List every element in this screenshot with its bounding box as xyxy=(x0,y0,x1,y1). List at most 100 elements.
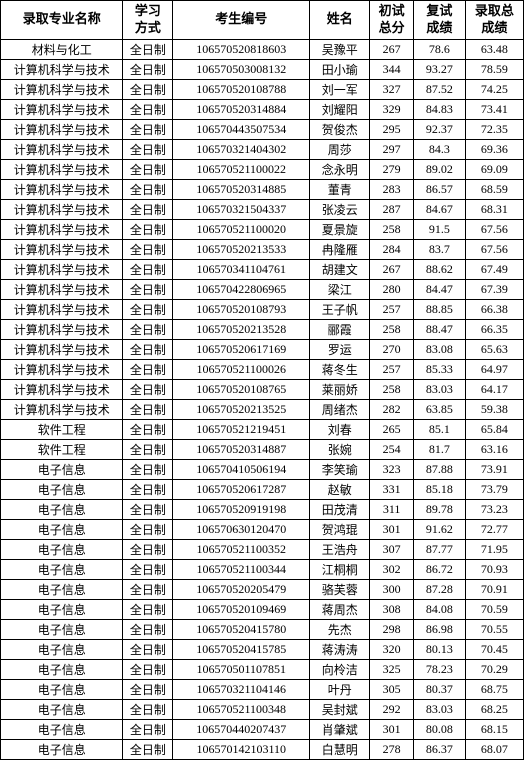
table-cell: 106570503008132 xyxy=(173,59,310,79)
table-cell: 300 xyxy=(370,579,414,599)
table-cell: 258 xyxy=(370,379,414,399)
table-cell: 254 xyxy=(370,439,414,459)
table-header: 录取专业名称 学习方式 考生编号 姓名 初试总分 复试成绩 录取总成绩 xyxy=(1,1,524,40)
table-cell: 307 xyxy=(370,539,414,559)
table-cell: 327 xyxy=(370,79,414,99)
header-score3: 录取总成绩 xyxy=(465,1,523,40)
table-cell: 69.09 xyxy=(465,159,523,179)
table-cell: 84.83 xyxy=(413,99,465,119)
header-name: 姓名 xyxy=(310,1,370,40)
header-major: 录取专业名称 xyxy=(1,1,123,40)
table-cell: 91.62 xyxy=(413,519,465,539)
table-cell: 89.02 xyxy=(413,159,465,179)
table-cell: 蒋冬生 xyxy=(310,359,370,379)
table-cell: 全日制 xyxy=(123,219,173,239)
table-row: 计算机科学与技术全日制106570520108793王子帆25788.8566.… xyxy=(1,299,524,319)
table-row: 计算机科学与技术全日制106570520108765莱丽娇25883.0364.… xyxy=(1,379,524,399)
table-cell: 78.6 xyxy=(413,39,465,59)
table-cell: 73.23 xyxy=(465,499,523,519)
table-cell: 301 xyxy=(370,719,414,739)
table-cell: 全日制 xyxy=(123,719,173,739)
table-cell: 田小瑜 xyxy=(310,59,370,79)
table-cell: 257 xyxy=(370,359,414,379)
table-cell: 电子信息 xyxy=(1,479,123,499)
table-cell: 72.35 xyxy=(465,119,523,139)
table-cell: 67.49 xyxy=(465,259,523,279)
table-cell: 84.67 xyxy=(413,199,465,219)
table-row: 电子信息全日制106570521100344江桐桐30286.7270.93 xyxy=(1,559,524,579)
table-cell: 91.5 xyxy=(413,219,465,239)
table-row: 计算机科学与技术全日制106570520314885董青28386.5768.5… xyxy=(1,179,524,199)
table-cell: 蒋涛涛 xyxy=(310,639,370,659)
table-cell: 68.31 xyxy=(465,199,523,219)
table-cell: 全日制 xyxy=(123,59,173,79)
table-row: 电子信息全日制106570520205479骆芙蓉30087.2870.91 xyxy=(1,579,524,599)
table-cell: 冉隆雁 xyxy=(310,239,370,259)
table-cell: 全日制 xyxy=(123,119,173,139)
table-cell: 69.36 xyxy=(465,139,523,159)
table-cell: 87.28 xyxy=(413,579,465,599)
table-cell: 70.93 xyxy=(465,559,523,579)
table-cell: 计算机科学与技术 xyxy=(1,279,123,299)
table-row: 电子信息全日制106570521100348吴封斌29283.0368.25 xyxy=(1,699,524,719)
table-cell: 蒋周杰 xyxy=(310,599,370,619)
table-cell: 87.77 xyxy=(413,539,465,559)
table-cell: 罗运 xyxy=(310,339,370,359)
table-cell: 267 xyxy=(370,259,414,279)
table-cell: 68.15 xyxy=(465,719,523,739)
table-row: 电子信息全日制106570521100352王浩舟30787.7771.95 xyxy=(1,539,524,559)
table-cell: 87.52 xyxy=(413,79,465,99)
table-cell: 85.1 xyxy=(413,419,465,439)
table-cell: 73.41 xyxy=(465,99,523,119)
table-cell: 计算机科学与技术 xyxy=(1,339,123,359)
table-cell: 93.27 xyxy=(413,59,465,79)
table-cell: 84.47 xyxy=(413,279,465,299)
table-cell: 刘一军 xyxy=(310,79,370,99)
table-row: 电子信息全日制106570501107851向柃洁32578.2370.29 xyxy=(1,659,524,679)
table-cell: 电子信息 xyxy=(1,459,123,479)
table-cell: 全日制 xyxy=(123,199,173,219)
table-cell: 106570520205479 xyxy=(173,579,310,599)
table-row: 计算机科学与技术全日制106570521100022念永明27989.0269.… xyxy=(1,159,524,179)
table-cell: 全日制 xyxy=(123,299,173,319)
header-score2: 复试成绩 xyxy=(413,1,465,40)
table-cell: 329 xyxy=(370,99,414,119)
table-cell: 全日制 xyxy=(123,479,173,499)
table-cell: 106570521219451 xyxy=(173,419,310,439)
table-cell: 106570341104761 xyxy=(173,259,310,279)
table-body: 材料与化工全日制106570520818603吴豫平26778.663.48计算… xyxy=(1,39,524,759)
table-cell: 先杰 xyxy=(310,619,370,639)
table-cell: 297 xyxy=(370,139,414,159)
header-id: 考生编号 xyxy=(173,1,310,40)
table-cell: 86.37 xyxy=(413,739,465,759)
table-cell: 江桐桐 xyxy=(310,559,370,579)
table-cell: 287 xyxy=(370,199,414,219)
table-cell: 106570520108765 xyxy=(173,379,310,399)
header-mode: 学习方式 xyxy=(123,1,173,40)
table-cell: 全日制 xyxy=(123,579,173,599)
table-cell: 63.48 xyxy=(465,39,523,59)
table-row: 软件工程全日制106570521219451刘春26585.165.84 xyxy=(1,419,524,439)
table-cell: 106570520213525 xyxy=(173,399,310,419)
table-cell: 106570520108793 xyxy=(173,299,310,319)
table-cell: 106570520415780 xyxy=(173,619,310,639)
table-cell: 全日制 xyxy=(123,279,173,299)
table-cell: 106570501107851 xyxy=(173,659,310,679)
table-cell: 106570520617287 xyxy=(173,479,310,499)
table-cell: 刘春 xyxy=(310,419,370,439)
table-cell: 董青 xyxy=(310,179,370,199)
table-cell: 302 xyxy=(370,559,414,579)
table-row: 电子信息全日制106570630120470贺鸿琨30191.6272.77 xyxy=(1,519,524,539)
table-cell: 66.38 xyxy=(465,299,523,319)
admission-table: 录取专业名称 学习方式 考生编号 姓名 初试总分 复试成绩 录取总成绩 材料与化… xyxy=(0,0,524,760)
table-cell: 全日制 xyxy=(123,659,173,679)
table-cell: 夏景旋 xyxy=(310,219,370,239)
table-cell: 全日制 xyxy=(123,399,173,419)
table-row: 计算机科学与技术全日制106570520213533冉隆雁28483.767.5… xyxy=(1,239,524,259)
table-cell: 80.13 xyxy=(413,639,465,659)
table-cell: 59.38 xyxy=(465,399,523,419)
table-row: 电子信息全日制106570321104146叶丹30580.3768.75 xyxy=(1,679,524,699)
table-cell: 计算机科学与技术 xyxy=(1,139,123,159)
table-cell: 骆芙蓉 xyxy=(310,579,370,599)
table-cell: 全日制 xyxy=(123,619,173,639)
